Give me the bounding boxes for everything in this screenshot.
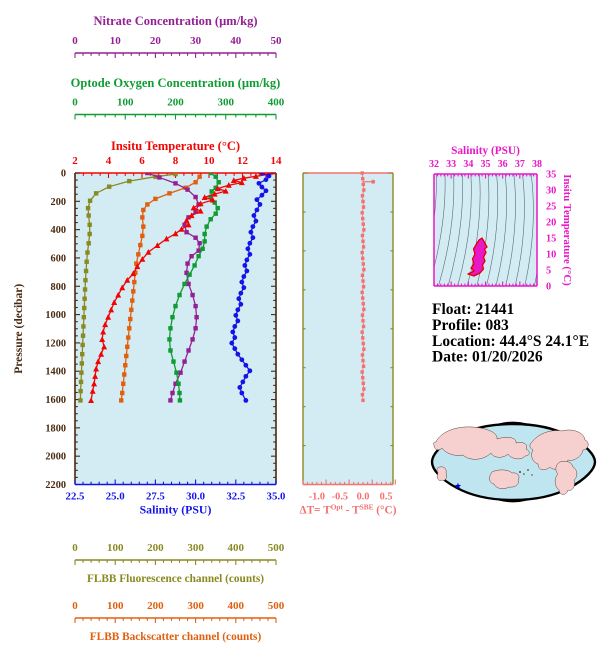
svg-text:FLBB Fluorescence channel (cou: FLBB Fluorescence channel (counts) bbox=[87, 573, 264, 585]
svg-text:5: 5 bbox=[546, 265, 551, 276]
svg-text:100: 100 bbox=[117, 97, 134, 109]
svg-text:34: 34 bbox=[463, 159, 473, 170]
svg-text:33: 33 bbox=[446, 159, 456, 170]
svg-text:Pressure (decibar): Pressure (decibar) bbox=[13, 284, 25, 374]
svg-text:200: 200 bbox=[147, 600, 164, 612]
svg-text:ΔT= TOpt - TSBE (°C): ΔT= TOpt - TSBE (°C) bbox=[300, 503, 397, 517]
svg-text:32.5: 32.5 bbox=[226, 491, 245, 503]
svg-text:2200: 2200 bbox=[45, 480, 66, 491]
svg-text:25: 25 bbox=[546, 201, 556, 212]
svg-text:200: 200 bbox=[147, 542, 164, 554]
svg-text:200: 200 bbox=[167, 97, 184, 109]
svg-text:36: 36 bbox=[498, 159, 508, 170]
svg-text:1600: 1600 bbox=[45, 395, 66, 406]
svg-text:40: 40 bbox=[230, 35, 242, 47]
svg-text:-0.5: -0.5 bbox=[332, 492, 348, 503]
svg-text:4: 4 bbox=[106, 155, 112, 167]
svg-text:10: 10 bbox=[546, 249, 556, 260]
svg-text:0.0: 0.0 bbox=[357, 492, 370, 503]
svg-text:400: 400 bbox=[268, 97, 285, 109]
svg-text:300: 300 bbox=[218, 97, 235, 109]
svg-text:30: 30 bbox=[190, 35, 202, 47]
svg-text:300: 300 bbox=[187, 600, 204, 612]
svg-text:32: 32 bbox=[429, 159, 439, 170]
svg-text:0: 0 bbox=[72, 35, 78, 47]
svg-text:14: 14 bbox=[271, 155, 283, 167]
svg-text:50: 50 bbox=[271, 35, 283, 47]
svg-text:FLBB Backscatter channel (coun: FLBB Backscatter channel (counts) bbox=[90, 631, 262, 643]
svg-text:15: 15 bbox=[546, 233, 556, 244]
svg-text:Salinity (PSU): Salinity (PSU) bbox=[140, 503, 212, 517]
svg-text:25.0: 25.0 bbox=[106, 491, 125, 503]
svg-text:0: 0 bbox=[61, 169, 66, 180]
svg-text:2000: 2000 bbox=[45, 452, 66, 463]
svg-text:10: 10 bbox=[204, 155, 216, 167]
svg-text:22.5: 22.5 bbox=[66, 491, 85, 503]
svg-text:20: 20 bbox=[546, 217, 556, 228]
svg-text:10: 10 bbox=[110, 35, 122, 47]
svg-text:1800: 1800 bbox=[45, 423, 66, 434]
svg-text:Date: 01/20/2026: Date: 01/20/2026 bbox=[432, 349, 543, 366]
svg-text:200: 200 bbox=[51, 197, 66, 208]
svg-text:100: 100 bbox=[107, 600, 124, 612]
svg-text:2: 2 bbox=[72, 155, 78, 167]
svg-text:12: 12 bbox=[237, 155, 249, 167]
svg-text:37: 37 bbox=[515, 159, 525, 170]
svg-text:Insitu Temperature (°C): Insitu Temperature (°C) bbox=[111, 139, 240, 153]
svg-text:600: 600 bbox=[51, 253, 66, 264]
svg-text:Nitrate Concentration (µm/kg): Nitrate Concentration (µm/kg) bbox=[93, 14, 257, 28]
svg-text:30: 30 bbox=[546, 185, 556, 196]
svg-text:500: 500 bbox=[268, 542, 285, 554]
svg-text:0: 0 bbox=[72, 600, 78, 612]
svg-text:Salinity (PSU): Salinity (PSU) bbox=[451, 145, 520, 157]
svg-text:0.5: 0.5 bbox=[380, 492, 393, 503]
svg-text:Optode Oxygen Concentration (µ: Optode Oxygen Concentration (µm/kg) bbox=[71, 76, 281, 90]
svg-text:27.5: 27.5 bbox=[146, 491, 165, 503]
svg-text:6: 6 bbox=[139, 155, 145, 167]
svg-text:1000: 1000 bbox=[45, 310, 66, 321]
svg-text:Location: 44.4°S 24.1°E: Location: 44.4°S 24.1°E bbox=[432, 333, 589, 350]
svg-text:300: 300 bbox=[187, 542, 204, 554]
svg-text:Profile: 083: Profile: 083 bbox=[432, 317, 509, 334]
svg-text:-1.0: -1.0 bbox=[309, 492, 325, 503]
svg-text:Float: 21441: Float: 21441 bbox=[432, 301, 514, 318]
svg-text:20: 20 bbox=[150, 35, 162, 47]
svg-text:0: 0 bbox=[72, 542, 78, 554]
svg-text:Insitu Temperature (°C): Insitu Temperature (°C) bbox=[561, 174, 573, 286]
svg-text:0: 0 bbox=[546, 281, 551, 292]
svg-text:35: 35 bbox=[546, 169, 556, 180]
svg-text:400: 400 bbox=[228, 600, 245, 612]
svg-text:38: 38 bbox=[532, 159, 542, 170]
svg-text:1400: 1400 bbox=[45, 367, 66, 378]
svg-text:500: 500 bbox=[268, 600, 285, 612]
svg-text:1200: 1200 bbox=[45, 338, 66, 349]
svg-text:8: 8 bbox=[173, 155, 179, 167]
svg-text:35.0: 35.0 bbox=[267, 491, 286, 503]
svg-text:400: 400 bbox=[228, 542, 245, 554]
svg-text:400: 400 bbox=[51, 225, 66, 236]
svg-text:0: 0 bbox=[72, 97, 78, 109]
svg-text:800: 800 bbox=[51, 282, 66, 293]
svg-text:30.0: 30.0 bbox=[186, 491, 205, 503]
svg-text:100: 100 bbox=[107, 542, 124, 554]
svg-text:35: 35 bbox=[481, 159, 491, 170]
